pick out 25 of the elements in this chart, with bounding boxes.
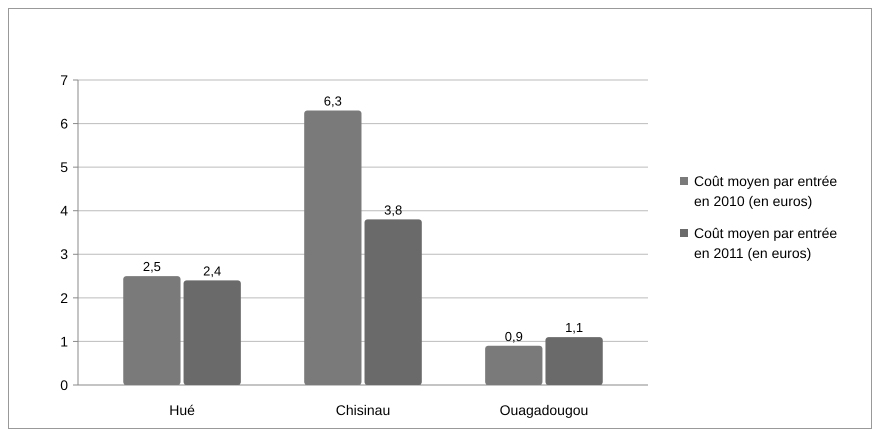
y-tick-label: 3 <box>60 246 68 262</box>
y-tick-label: 7 <box>60 72 68 88</box>
bar <box>123 276 181 385</box>
bar <box>184 280 241 385</box>
y-tick-label: 6 <box>60 115 68 132</box>
bar <box>364 219 422 385</box>
x-tick-label: Hué <box>169 402 196 418</box>
legend-label: Coût moyen par entrée en 2010 (en euros) <box>694 173 838 209</box>
data-label: 0,9 <box>504 328 523 344</box>
bar <box>485 346 542 385</box>
data-label: 2,5 <box>142 259 161 274</box>
data-label: 1,1 <box>565 320 584 336</box>
y-tick-label: 0 <box>60 376 68 393</box>
y-tick-label: 5 <box>60 159 68 176</box>
legend-label: Coût moyen par entrée en 2011 (en euros) <box>694 225 838 261</box>
data-label: 2,4 <box>203 263 222 278</box>
y-tick-label: 1 <box>60 333 68 350</box>
y-tick-label: 2 <box>60 290 68 306</box>
x-tick-label: Ouagadougou <box>500 402 588 418</box>
bar <box>304 110 362 385</box>
data-label: 6,3 <box>324 94 342 108</box>
data-label: 3,8 <box>384 202 402 218</box>
y-tick-label: 4 <box>60 202 68 219</box>
bar <box>545 337 603 385</box>
x-tick-label: Chisinau <box>336 402 390 418</box>
